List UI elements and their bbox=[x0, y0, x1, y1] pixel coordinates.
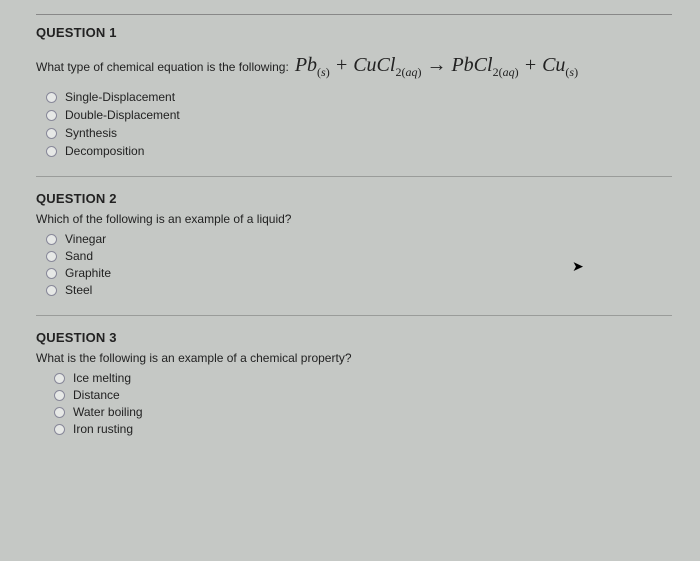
option-water-boiling[interactable]: Water boiling bbox=[54, 405, 672, 419]
option-label: Ice melting bbox=[73, 371, 131, 385]
option-label: Vinegar bbox=[65, 232, 106, 246]
option-label: Synthesis bbox=[65, 126, 117, 140]
option-iron-rusting[interactable]: Iron rusting bbox=[54, 422, 672, 436]
question-1-prompt: What type of chemical equation is the fo… bbox=[36, 60, 289, 74]
radio-icon bbox=[46, 92, 57, 103]
radio-icon bbox=[46, 251, 57, 262]
option-single-displacement[interactable]: Single-Displacement bbox=[46, 90, 672, 104]
option-sand[interactable]: Sand bbox=[46, 249, 672, 263]
question-2-prompt: Which of the following is an example of … bbox=[36, 212, 672, 226]
option-label: Iron rusting bbox=[73, 422, 133, 436]
question-3-options: Ice melting Distance Water boiling Iron … bbox=[54, 371, 672, 436]
question-1-prompt-row: What type of chemical equation is the fo… bbox=[36, 54, 672, 80]
option-steel[interactable]: Steel bbox=[46, 283, 672, 297]
divider-2 bbox=[36, 315, 672, 316]
option-synthesis[interactable]: Synthesis bbox=[46, 126, 672, 140]
eq-plus1: + bbox=[330, 54, 354, 76]
eq-pb: Pb bbox=[295, 54, 317, 76]
option-vinegar[interactable]: Vinegar bbox=[46, 232, 672, 246]
question-1-options: Single-Displacement Double-Displacement … bbox=[46, 90, 672, 158]
radio-icon bbox=[46, 110, 57, 121]
option-distance[interactable]: Distance bbox=[54, 388, 672, 402]
radio-icon bbox=[54, 407, 65, 418]
question-3-prompt: What is the following is an example of a… bbox=[36, 351, 672, 365]
eq-cu: Cu bbox=[542, 54, 565, 76]
option-graphite[interactable]: Graphite bbox=[46, 266, 672, 280]
option-label: Decomposition bbox=[65, 144, 144, 158]
eq-pbcl: PbCl bbox=[451, 54, 492, 76]
option-double-displacement[interactable]: Double-Displacement bbox=[46, 108, 672, 122]
option-label: Water boiling bbox=[73, 405, 143, 419]
radio-icon bbox=[54, 424, 65, 435]
eq-arrow: → bbox=[421, 54, 451, 76]
eq-plus2: + bbox=[519, 54, 543, 76]
option-label: Sand bbox=[65, 249, 93, 263]
question-1: QUESTION 1 What type of chemical equatio… bbox=[36, 25, 672, 158]
option-label: Graphite bbox=[65, 266, 111, 280]
question-2: QUESTION 2 Which of the following is an … bbox=[36, 191, 672, 297]
question-3-title: QUESTION 3 bbox=[36, 330, 672, 345]
eq-cucl: CuCl bbox=[353, 54, 395, 76]
question-3: QUESTION 3 What is the following is an e… bbox=[36, 330, 672, 436]
chemical-equation: Pb(s) + CuCl2(aq) → PbCl2(aq) + Cu(s) bbox=[295, 54, 578, 80]
option-decomposition[interactable]: Decomposition bbox=[46, 144, 672, 158]
option-label: Steel bbox=[65, 283, 92, 297]
question-2-title: QUESTION 2 bbox=[36, 191, 672, 206]
option-ice-melting[interactable]: Ice melting bbox=[54, 371, 672, 385]
radio-icon bbox=[46, 285, 57, 296]
option-label: Single-Displacement bbox=[65, 90, 175, 104]
option-label: Double-Displacement bbox=[65, 108, 180, 122]
radio-icon bbox=[46, 128, 57, 139]
option-label: Distance bbox=[73, 388, 120, 402]
radio-icon bbox=[46, 146, 57, 157]
radio-icon bbox=[46, 234, 57, 245]
radio-icon bbox=[46, 268, 57, 279]
question-2-options: Vinegar Sand Graphite Steel bbox=[46, 232, 672, 297]
radio-icon bbox=[54, 390, 65, 401]
question-1-title: QUESTION 1 bbox=[36, 25, 672, 40]
top-divider bbox=[36, 14, 672, 15]
radio-icon bbox=[54, 373, 65, 384]
divider-1 bbox=[36, 176, 672, 177]
